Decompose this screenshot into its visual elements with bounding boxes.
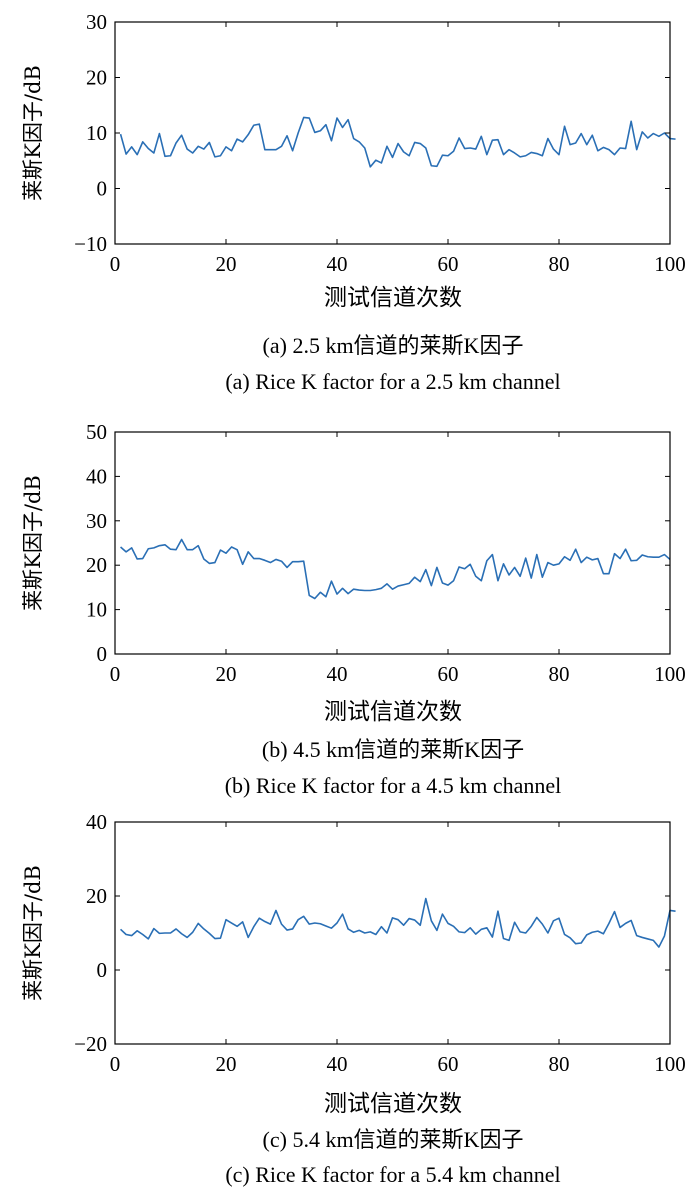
panel-a-caption-cn: (a) 2.5 km信道的莱斯K因子	[263, 333, 524, 358]
panel-a-xtick-label: 40	[327, 252, 348, 276]
panel-b-ytick-label: 30	[86, 509, 107, 533]
panel-b-xtick-label: 60	[438, 662, 459, 686]
panel-b-xtick-label: 100	[654, 662, 686, 686]
panel-a-ytick-label: 0	[97, 177, 108, 201]
panel-b-ytick-label: 20	[86, 553, 107, 577]
panel-a-xtick-label: 20	[216, 252, 237, 276]
panel-c-xlabel: 测试信道次数	[324, 1091, 462, 1117]
panel-a-ylabel: 莱斯K因子/dB	[21, 65, 45, 201]
panel-a: 莱斯K因子/dB 测试信道次数 (a) 2.5 km信道的莱斯K因子 (a) R…	[21, 10, 686, 394]
panel-c-ylabel: 莱斯K因子/dB	[21, 865, 45, 1001]
panel-c-ytick-label: 40	[86, 810, 107, 834]
panel-b: 莱斯K因子/dB 测试信道次数 (b) 4.5 km信道的莱斯K因子 (b) R…	[21, 420, 686, 798]
panel-c-series-line	[120, 897, 676, 948]
panel-a-xtick-label: 80	[549, 252, 570, 276]
panel-b-series-line	[120, 538, 671, 600]
panel-b-ytick-label: 0	[97, 642, 108, 666]
panel-c-caption-en: (c) Rice K factor for a 5.4 km channel	[225, 1162, 560, 1187]
panel-c-axes-frame	[114, 821, 671, 1045]
panel-c-ytick-label: −20	[74, 1032, 107, 1056]
panel-a-series-line	[119, 116, 676, 168]
panel-a-caption-en: (a) Rice K factor for a 2.5 km channel	[225, 369, 560, 394]
panel-c: 莱斯K因子/dB 测试信道次数 (c) 5.4 km信道的莱斯K因子 (c) R…	[21, 810, 686, 1187]
panel-b-ytick-label: 10	[86, 598, 107, 622]
panel-b-xtick-label: 0	[110, 662, 121, 686]
panel-c-ytick-label: 20	[86, 884, 107, 908]
panel-c-xtick-label: 20	[216, 1052, 237, 1076]
panel-a-xtick-label: 0	[110, 252, 121, 276]
panel-b-caption-cn: (b) 4.5 km信道的莱斯K因子	[262, 737, 524, 762]
panel-b-xlabel: 测试信道次数	[324, 699, 462, 725]
panel-a-xtick-label: 60	[438, 252, 459, 276]
panel-a-xlabel: 测试信道次数	[324, 285, 462, 311]
panel-b-xtick-label: 40	[327, 662, 348, 686]
panel-b-ytick-label: 50	[86, 420, 107, 444]
panel-b-ylabel: 莱斯K因子/dB	[21, 475, 45, 611]
panel-a-ytick-label: −10	[74, 232, 107, 256]
panel-b-caption-en: (b) Rice K factor for a 4.5 km channel	[225, 773, 562, 798]
panel-c-xtick-label: 80	[549, 1052, 570, 1076]
panel-a-ytick-label: 30	[86, 10, 107, 34]
panel-c-xtick-label: 60	[438, 1052, 459, 1076]
panel-a-ytick-label: 10	[86, 121, 107, 145]
panel-a-ytick-label: 20	[86, 66, 107, 90]
panel-b-xtick-label: 80	[549, 662, 570, 686]
panel-b-xtick-label: 20	[216, 662, 237, 686]
panel-c-xtick-label: 0	[110, 1052, 121, 1076]
panel-a-xtick-label: 100	[654, 252, 686, 276]
panel-b-axes-frame	[114, 431, 671, 655]
panel-c-caption-cn: (c) 5.4 km信道的莱斯K因子	[263, 1127, 524, 1152]
panel-c-xtick-label: 100	[654, 1052, 686, 1076]
panel-b-ytick-label: 40	[86, 464, 107, 488]
panel-c-ytick-label: 0	[97, 958, 108, 982]
panel-c-xtick-label: 40	[327, 1052, 348, 1076]
panel-a-axes-frame	[114, 21, 671, 245]
